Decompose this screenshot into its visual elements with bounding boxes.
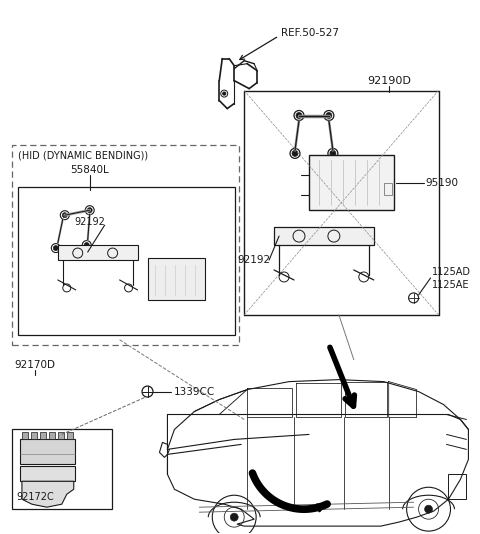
Bar [40, 433, 46, 439]
Bar [384, 183, 392, 195]
Bar [67, 433, 73, 439]
Circle shape [296, 113, 302, 119]
Text: 55840L: 55840L [71, 166, 109, 175]
Bar [12, 145, 239, 345]
Bar [22, 433, 28, 439]
Text: 92172C: 92172C [16, 492, 54, 502]
Bar [274, 227, 374, 245]
Bar [309, 155, 394, 210]
Text: REF.50-527: REF.50-527 [281, 28, 339, 38]
Circle shape [326, 113, 332, 119]
Bar [20, 466, 75, 481]
Text: 92190D: 92190D [367, 76, 411, 85]
Text: 1125AE: 1125AE [432, 280, 469, 290]
Text: (HID (DYNAMIC BENDING)): (HID (DYNAMIC BENDING)) [18, 151, 148, 160]
Circle shape [223, 92, 226, 95]
Bar [18, 187, 235, 335]
Text: 92192: 92192 [237, 255, 270, 265]
Bar [58, 245, 138, 260]
Text: 95190: 95190 [426, 178, 458, 189]
Circle shape [87, 208, 92, 213]
Circle shape [292, 151, 298, 156]
Text: 1339CC: 1339CC [173, 387, 215, 397]
Circle shape [62, 213, 67, 218]
Bar [31, 433, 37, 439]
Circle shape [53, 246, 58, 250]
Circle shape [425, 505, 432, 513]
Text: 92192: 92192 [75, 217, 106, 227]
Bar [49, 433, 55, 439]
Bar [20, 439, 75, 465]
Text: 1125AD: 1125AD [432, 267, 470, 277]
Circle shape [230, 513, 238, 521]
Bar [58, 433, 64, 439]
Text: 92170D: 92170D [14, 360, 55, 370]
Polygon shape [22, 481, 74, 507]
Bar [12, 429, 112, 509]
Bar [147, 258, 205, 300]
Bar [448, 474, 467, 499]
Circle shape [84, 242, 89, 248]
Circle shape [330, 151, 336, 156]
